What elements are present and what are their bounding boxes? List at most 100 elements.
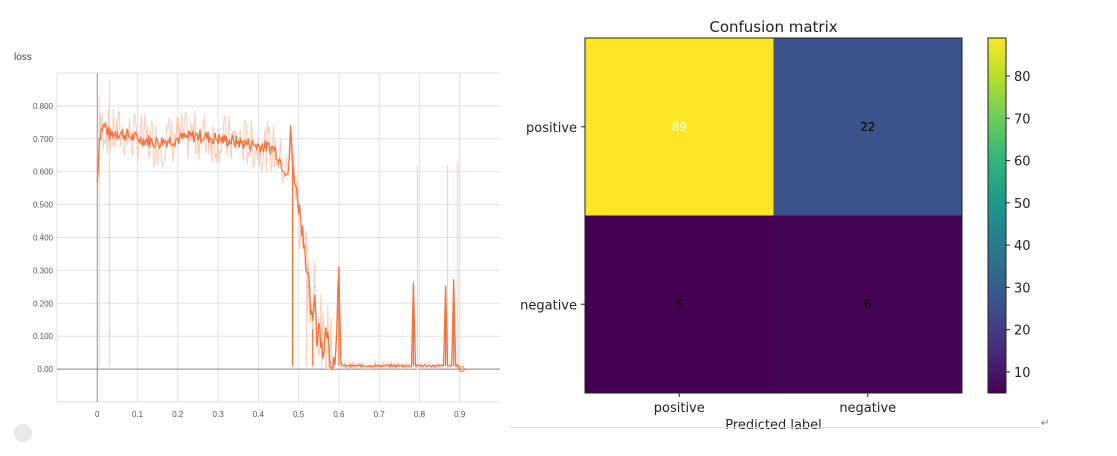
- cell-value-label: 6: [864, 297, 872, 311]
- y-tick-label: 0.500: [33, 201, 54, 210]
- x-tick-label: 0.6: [333, 410, 345, 419]
- loss-point: [108, 134, 110, 137]
- x-tick-label: 0.1: [132, 410, 144, 419]
- loss-point: [296, 190, 298, 193]
- y-tick-label: 0.700: [33, 135, 54, 144]
- colorbar-tick-label: 60: [1014, 155, 1031, 170]
- y-tick-label: 0.300: [33, 266, 54, 275]
- colorbar-tick-label: 20: [1014, 324, 1031, 339]
- y-tick-label: negative: [520, 298, 577, 313]
- loss-raw-series: [96, 108, 462, 372]
- colorbar-tick-label: 40: [1014, 239, 1031, 254]
- loss-point: [217, 138, 219, 140]
- loss-point: [378, 365, 380, 367]
- loss-point: [322, 352, 324, 354]
- loss-point: [281, 164, 284, 166]
- page-divider: [510, 427, 1040, 428]
- loss-chart: 0.00 0.100 0.200 0.300 0.400 0.500 0.600 0.700 0…: [33, 72, 500, 419]
- x-tick-label: 0.7: [374, 410, 386, 419]
- heatmap-cell: [773, 215, 963, 394]
- x-tick-label: positive: [654, 401, 705, 416]
- loss-chart-panel: loss 0.00 0.100 0.200 0.300 0.400 0.500 0.600 0…: [0, 0, 510, 452]
- cell-value-label: 22: [860, 120, 875, 134]
- loss-point: [316, 342, 318, 344]
- loss-point: [287, 174, 290, 176]
- colorbar-tick-label: 50: [1014, 197, 1031, 212]
- loss-point: [310, 309, 312, 311]
- loss-point: [453, 279, 455, 281]
- loss-point: [100, 128, 102, 130]
- loss-point: [340, 361, 342, 364]
- confusion-matrix-chart: Confusion matrix 89 22 5 6 positive negative po…: [520, 18, 1031, 433]
- loss-point: [334, 358, 336, 360]
- cell-value-label: 5: [675, 297, 683, 311]
- loss-point: [289, 125, 292, 127]
- loss-point: [314, 286, 316, 288]
- loss-point: [412, 282, 415, 285]
- y-tick-label: 0.600: [33, 168, 54, 177]
- y-tick-label: 0.200: [33, 299, 54, 308]
- loss-point: [298, 204, 300, 206]
- loss-point: [338, 276, 340, 278]
- loss-point: [346, 365, 348, 367]
- loss-point: [358, 365, 360, 367]
- loss-point: [96, 180, 98, 183]
- loss-smoothed-series: [96, 120, 462, 371]
- colorbar: [987, 37, 1007, 394]
- loss-point: [438, 365, 441, 367]
- loss-point: [410, 365, 412, 367]
- x-tick-label: 0.4: [253, 410, 265, 419]
- cell-value-label: 89: [672, 120, 687, 134]
- x-tick-label: negative: [839, 401, 896, 416]
- loss-point: [273, 148, 276, 150]
- loss-point: [257, 144, 259, 146]
- colorbar-tick-label: 70: [1014, 112, 1031, 127]
- loss-axis-title: loss: [14, 52, 32, 63]
- loss-point: [157, 141, 159, 143]
- loss-point: [306, 269, 308, 271]
- loss-point: [300, 217, 302, 219]
- loss-point: [197, 134, 199, 137]
- loss-point: [104, 125, 106, 127]
- loss-point: [98, 138, 100, 140]
- x-tick-label: 0.3: [213, 410, 225, 419]
- loss-point: [308, 286, 310, 288]
- colorbar-tick-label: 10: [1014, 366, 1031, 381]
- loss-point: [177, 138, 179, 140]
- loss-point: [418, 365, 421, 367]
- loss-point: [398, 365, 400, 367]
- y-tick-label: 0.400: [33, 234, 54, 243]
- loss-point: [414, 365, 417, 367]
- loss-point: [291, 164, 294, 166]
- loss-point: [116, 131, 119, 133]
- paragraph-return-icon: ↵: [1041, 418, 1050, 429]
- colorbar-tick-label: 80: [1014, 70, 1031, 85]
- loss-point: [330, 361, 332, 364]
- x-tick-label: 0.5: [293, 410, 305, 419]
- confusion-matrix-panel: Confusion matrix 89 22 5 6 positive negative po…: [510, 0, 1117, 452]
- chart-title: Confusion matrix: [709, 18, 837, 36]
- heatmap-cell: [585, 38, 774, 216]
- y-tick-label: 0.800: [33, 102, 54, 111]
- loss-point: [326, 329, 328, 331]
- x-tick-label: 0.9: [454, 410, 466, 419]
- loss-point: [294, 177, 296, 179]
- plot-frame: [584, 37, 963, 394]
- heatmap-cell: [585, 215, 774, 394]
- loss-point: [237, 141, 239, 143]
- loss-point: [304, 243, 306, 245]
- loss-point: [443, 365, 445, 367]
- x-tick-label: 0: [95, 410, 100, 419]
- colorbar-tick-label: 30: [1014, 281, 1031, 296]
- x-axis-label: Predicted label: [725, 418, 822, 433]
- x-tick-label: 0.2: [172, 410, 184, 419]
- loss-point: [136, 138, 139, 140]
- loss-point: [342, 365, 344, 367]
- loss-point: [445, 286, 447, 288]
- y-tick-label: positive: [526, 121, 577, 136]
- loss-point: [312, 329, 314, 331]
- loss-point: [455, 365, 457, 367]
- loss-point: [451, 365, 453, 367]
- heatmap-cell: [773, 38, 963, 216]
- loss-point: [318, 319, 320, 321]
